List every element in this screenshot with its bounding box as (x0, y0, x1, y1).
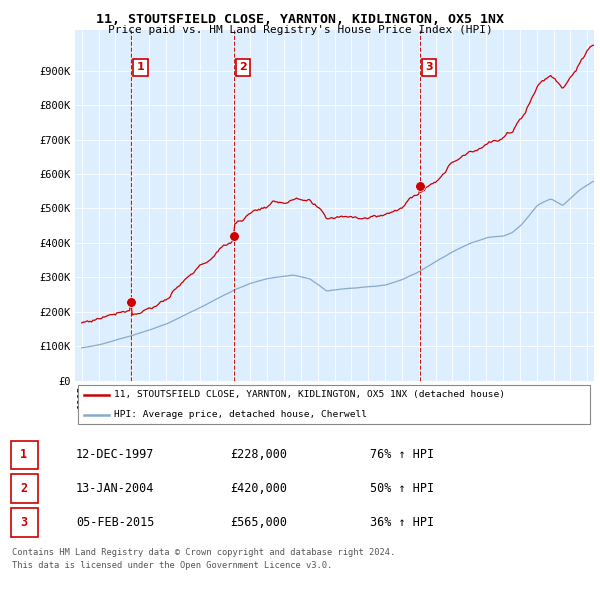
Text: £565,000: £565,000 (230, 516, 287, 529)
Text: 05-FEB-2015: 05-FEB-2015 (76, 516, 154, 529)
FancyBboxPatch shape (77, 385, 590, 424)
Text: 11, STOUTSFIELD CLOSE, YARNTON, KIDLINGTON, OX5 1NX: 11, STOUTSFIELD CLOSE, YARNTON, KIDLINGT… (96, 13, 504, 26)
Text: 3: 3 (20, 516, 27, 529)
FancyBboxPatch shape (11, 474, 38, 503)
FancyBboxPatch shape (11, 508, 38, 536)
Text: 1: 1 (20, 448, 27, 461)
Text: HPI: Average price, detached house, Cherwell: HPI: Average price, detached house, Cher… (114, 410, 367, 419)
Text: 36% ↑ HPI: 36% ↑ HPI (370, 516, 434, 529)
Text: 1: 1 (137, 63, 144, 73)
FancyBboxPatch shape (11, 441, 38, 469)
Text: £228,000: £228,000 (230, 448, 287, 461)
Text: 76% ↑ HPI: 76% ↑ HPI (370, 448, 434, 461)
Text: 11, STOUTSFIELD CLOSE, YARNTON, KIDLINGTON, OX5 1NX (detached house): 11, STOUTSFIELD CLOSE, YARNTON, KIDLINGT… (114, 391, 505, 399)
Text: 13-JAN-2004: 13-JAN-2004 (76, 482, 154, 495)
Text: £420,000: £420,000 (230, 482, 287, 495)
Text: 2: 2 (20, 482, 27, 495)
Text: 50% ↑ HPI: 50% ↑ HPI (370, 482, 434, 495)
Text: 3: 3 (425, 63, 433, 73)
Text: 12-DEC-1997: 12-DEC-1997 (76, 448, 154, 461)
Text: 2: 2 (239, 63, 247, 73)
Text: Price paid vs. HM Land Registry's House Price Index (HPI): Price paid vs. HM Land Registry's House … (107, 25, 493, 35)
Text: Contains HM Land Registry data © Crown copyright and database right 2024.: Contains HM Land Registry data © Crown c… (12, 548, 395, 556)
Text: This data is licensed under the Open Government Licence v3.0.: This data is licensed under the Open Gov… (12, 560, 332, 569)
